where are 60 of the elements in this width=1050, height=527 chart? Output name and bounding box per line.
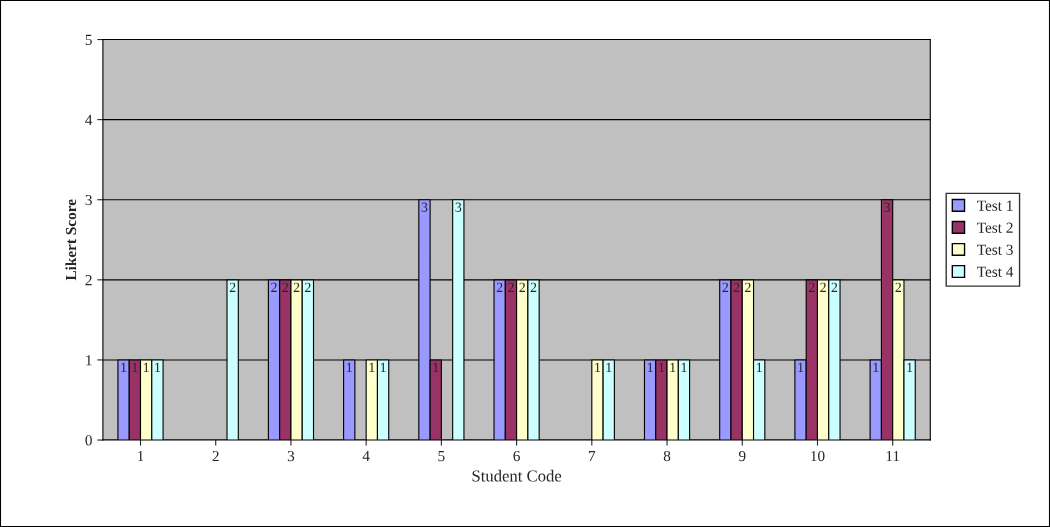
data-label: 2: [496, 282, 503, 292]
data-label: 2: [831, 282, 838, 292]
x-tick-label: 3: [287, 450, 295, 462]
data-label: 2: [519, 282, 525, 292]
data-label: 2: [508, 282, 514, 292]
data-label: 3: [884, 202, 890, 212]
data-label: 2: [293, 282, 300, 292]
data-label: 1: [670, 362, 676, 372]
data-label: 1: [606, 362, 612, 372]
x-tick-label: 10: [811, 450, 825, 462]
data-label: 1: [380, 362, 386, 372]
y-tick-label: 3: [85, 194, 92, 206]
data-label: 1: [756, 362, 762, 372]
x-tick-label: 7: [589, 451, 596, 462]
x-tick-label: 6: [513, 450, 520, 462]
data-label: 1: [798, 362, 804, 372]
y-tick-label: 1: [86, 355, 92, 366]
x-tick-label: 4: [362, 451, 370, 462]
data-label: 2: [820, 282, 826, 292]
data-label: 1: [873, 362, 879, 372]
data-label: 2: [229, 282, 236, 292]
data-label: 1: [155, 362, 161, 372]
data-label: 1: [121, 362, 127, 372]
data-label: 1: [659, 362, 665, 372]
legend-label: Test 3: [977, 244, 1013, 255]
data-label: 1: [132, 362, 138, 372]
x-tick-label: 5: [438, 451, 445, 462]
x-axis-title: Student Code: [472, 469, 562, 482]
data-label: 1: [143, 362, 149, 372]
x-tick-label: 9: [738, 450, 746, 462]
legend-label: Test 4: [977, 266, 1014, 277]
data-label: 3: [421, 202, 428, 212]
data-label: 2: [305, 282, 311, 292]
data-label: 2: [895, 282, 902, 292]
x-tick-label: 11: [886, 450, 900, 462]
x-tick-label: 1: [138, 450, 144, 462]
x-tick-label: 2: [212, 450, 219, 462]
data-label: 2: [733, 282, 740, 292]
y-tick-label: 5: [85, 34, 92, 45]
data-label: 3: [455, 202, 462, 212]
data-label: 2: [745, 282, 751, 292]
y-tick-label: 2: [85, 275, 92, 286]
data-label: 1: [907, 362, 913, 372]
y-tick-label: 0: [85, 435, 92, 446]
data-label: 2: [282, 282, 289, 292]
x-tick-label: 8: [663, 450, 671, 462]
data-label: 1: [681, 362, 687, 372]
data-label: 1: [595, 362, 601, 372]
y-axis-title: Likert Score: [65, 199, 77, 281]
legend-label: Test 1: [977, 200, 1013, 211]
legend-label: Test 2: [977, 222, 1013, 233]
data-label: 2: [530, 282, 537, 292]
data-label: 2: [271, 282, 277, 292]
data-label: 1: [369, 362, 375, 372]
y-tick-label: 4: [85, 114, 93, 125]
data-label: 1: [433, 362, 439, 372]
data-label: 2: [808, 282, 815, 292]
data-label: 1: [647, 362, 653, 372]
data-label: 2: [722, 282, 729, 292]
data-label: 1: [346, 362, 352, 372]
